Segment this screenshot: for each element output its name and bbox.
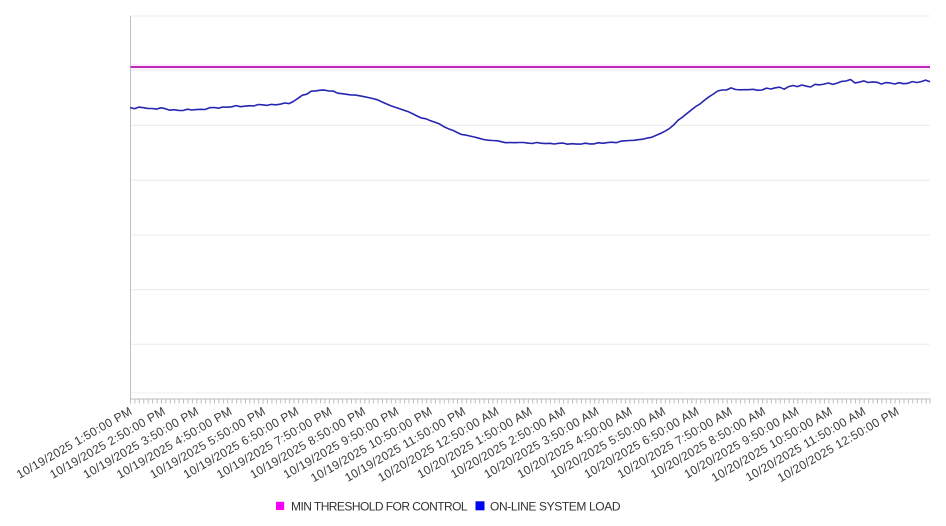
svg-text:ON-LINE SYSTEM LOAD: ON-LINE SYSTEM LOAD bbox=[490, 500, 621, 514]
svg-text:MIN THRESHOLD FOR CONTROL: MIN THRESHOLD FOR CONTROL bbox=[291, 500, 468, 514]
